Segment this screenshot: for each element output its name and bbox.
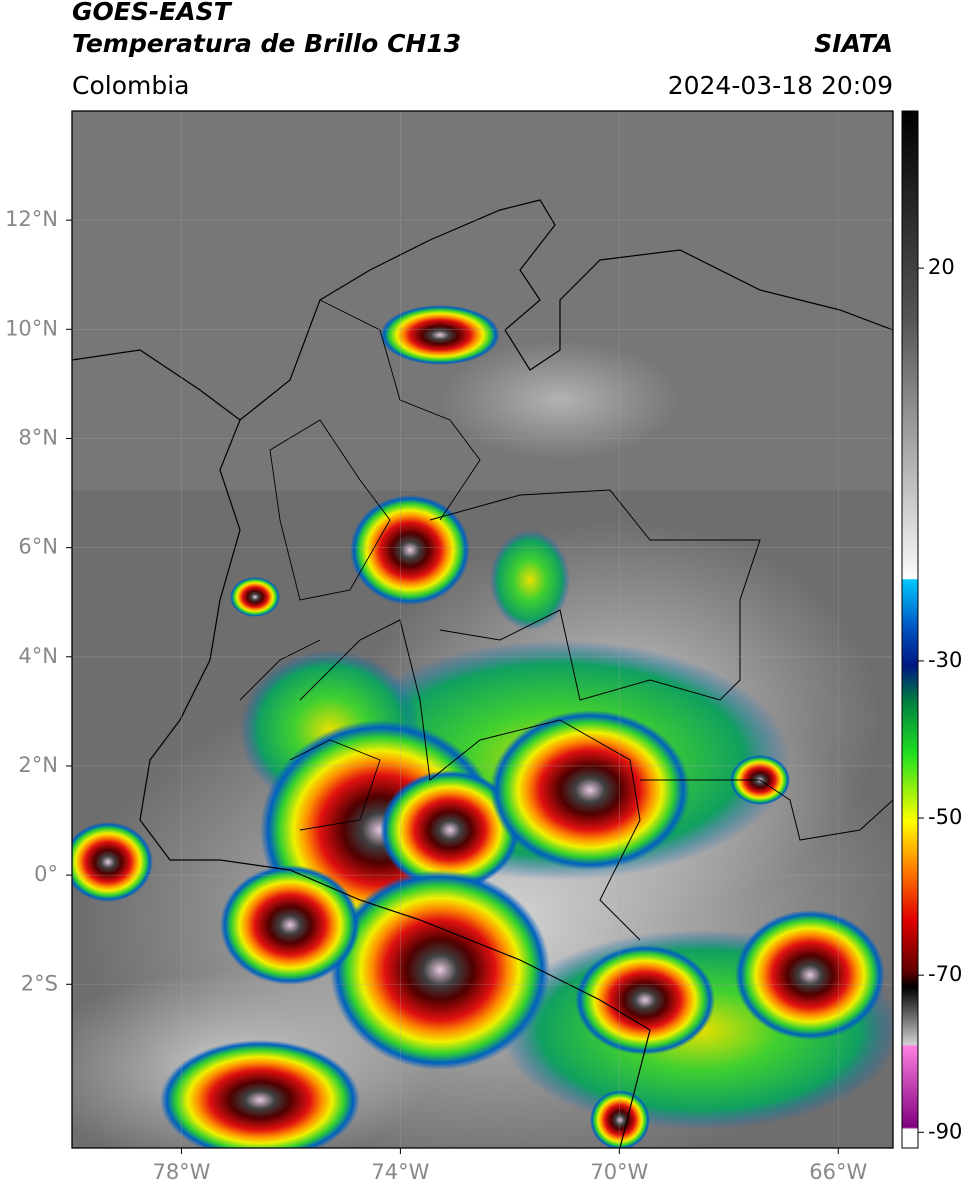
x-tick-label: 74°W (371, 1160, 429, 1184)
y-tick-label: 8°N (18, 425, 58, 449)
y-tick-label: 6°N (18, 535, 58, 559)
datetime: 2024-03-18 20:09 (668, 71, 893, 100)
x-tick-label: 70°W (590, 1160, 648, 1184)
subtitle: Temperatura de Brillo CH13 (72, 29, 461, 58)
title: GOES-EAST (72, 0, 233, 26)
y-tick-label: 2°N (18, 753, 58, 777)
colorbar-label: -50 (928, 805, 962, 829)
y-tick-label: 0° (34, 862, 58, 886)
y-tick-label: 10°N (5, 316, 58, 340)
region: Colombia (72, 71, 189, 100)
colorbar (901, 110, 919, 1149)
satellite-image (72, 111, 893, 1148)
colorbar-label: -70 (928, 962, 962, 986)
graticule (72, 111, 893, 1148)
x-tick-label: 78°W (152, 1160, 210, 1184)
y-tick-label: 4°N (18, 644, 58, 668)
source: SIATA (814, 29, 893, 58)
y-tick-label: 2°S (21, 971, 58, 995)
colorbar-label: 20 (928, 255, 955, 279)
x-tick-label: 66°W (809, 1160, 867, 1184)
map-frame (71, 110, 894, 1149)
y-tick-label: 12°N (5, 207, 58, 231)
colorbar-label: -90 (928, 1119, 962, 1143)
colorbar-label: -30 (928, 648, 962, 672)
